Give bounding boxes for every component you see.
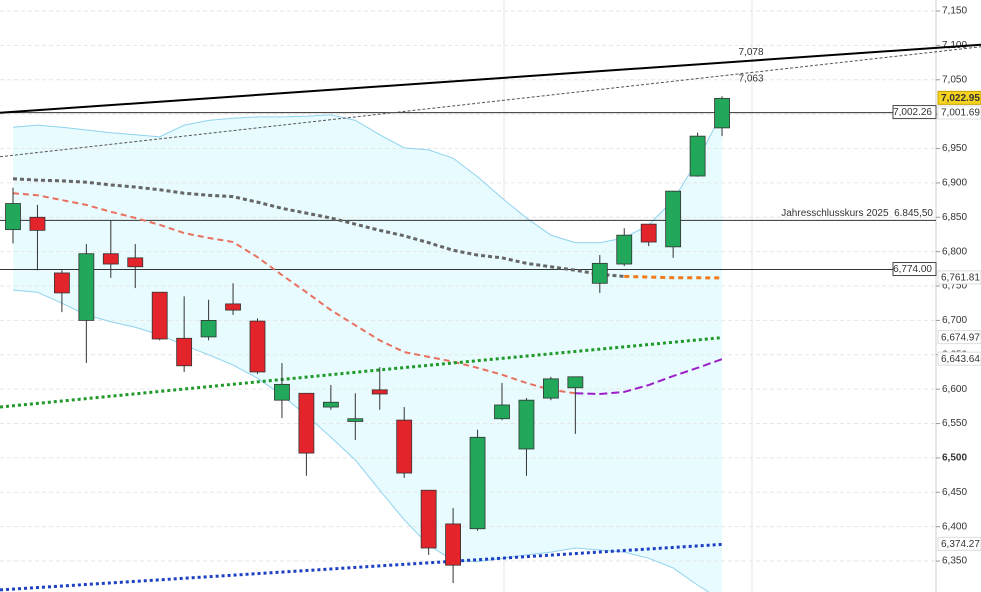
level-label: 7,002.26 [893, 107, 932, 118]
trend-label: 7,078 [738, 47, 763, 58]
candle-body [714, 97, 730, 129]
y-tick-label: 6,400 [942, 521, 967, 532]
candle-body [640, 223, 657, 243]
candle-body [274, 383, 290, 401]
candle-body [396, 419, 413, 474]
price-tag: 6,374.27 [941, 539, 980, 550]
candle-body [176, 337, 193, 367]
candle-body [200, 320, 217, 338]
y-tick-label: 6,950 [942, 143, 967, 154]
moving-average [0, 542, 723, 592]
y-tick-label: 6,600 [942, 384, 967, 395]
level-label-box [892, 262, 937, 277]
candle-body [469, 436, 486, 530]
candle-body [249, 320, 266, 373]
level-label: Jahresschlusskurs 2025 6.845,50 [781, 208, 933, 219]
trend-label: 7,063 [738, 73, 763, 84]
candle-body [54, 272, 70, 294]
candle-body [322, 401, 339, 408]
y-tick-label: 6,550 [942, 418, 967, 429]
trend-line [0, 46, 981, 158]
level-label-box [892, 105, 937, 120]
bollinger-upper [12, 112, 723, 244]
y-tick-label: 7,150 [942, 6, 967, 17]
y-tick-label: 6,700 [942, 315, 967, 326]
candle-body [127, 257, 144, 268]
y-tick-label: 6,800 [942, 246, 967, 257]
candle-body [151, 291, 168, 340]
candle-body [225, 303, 241, 311]
bollinger-lower [12, 289, 710, 592]
price-tag-box [937, 536, 981, 551]
candle-body [102, 253, 119, 265]
moving-average [0, 336, 723, 409]
moving-average [624, 274, 723, 280]
candle-body [543, 378, 559, 399]
price-tag-box [937, 105, 981, 120]
price-tag: 7,022.95 [941, 93, 980, 104]
price-tag-box [937, 351, 981, 366]
candle-body [689, 135, 706, 177]
candle-body [567, 376, 584, 389]
candle-body [445, 523, 462, 566]
level-label: 6,774.00 [893, 264, 932, 275]
candle-body [518, 399, 535, 450]
candle-body [616, 234, 633, 265]
candle-body [347, 418, 364, 422]
candle-body [298, 392, 315, 454]
candle-body [78, 253, 95, 321]
moving-average [575, 358, 723, 395]
price-tag: 6,761.81 [941, 273, 980, 284]
price-tag: 7,001.69 [941, 108, 980, 119]
y-tick-label: 6,450 [942, 487, 967, 498]
y-tick-label: 6,350 [942, 556, 967, 567]
price-tag-box [937, 90, 981, 105]
price-tag: 6,643.64 [941, 354, 980, 365]
candle-body [29, 216, 46, 231]
candle-body [494, 404, 510, 420]
candle-body [371, 389, 388, 395]
candle-body [420, 489, 437, 549]
y-tick-label: 6,850 [942, 212, 967, 223]
y-tick-label: 6,750 [942, 281, 967, 292]
y-tick-label: 6,900 [942, 178, 967, 189]
candle-body [5, 203, 21, 231]
moving-average [12, 192, 576, 395]
price-tag-box [937, 330, 981, 345]
moving-average [12, 177, 625, 278]
candle-body [665, 190, 682, 248]
trend-line [0, 43, 981, 114]
bollinger-area [13, 112, 723, 592]
y-tick-label: 7,050 [942, 74, 967, 85]
candle-body [591, 262, 608, 284]
price-tag-box [937, 270, 981, 285]
price-tag: 6,674.97 [941, 332, 980, 343]
y-tick-label: 6,500 [942, 453, 967, 464]
